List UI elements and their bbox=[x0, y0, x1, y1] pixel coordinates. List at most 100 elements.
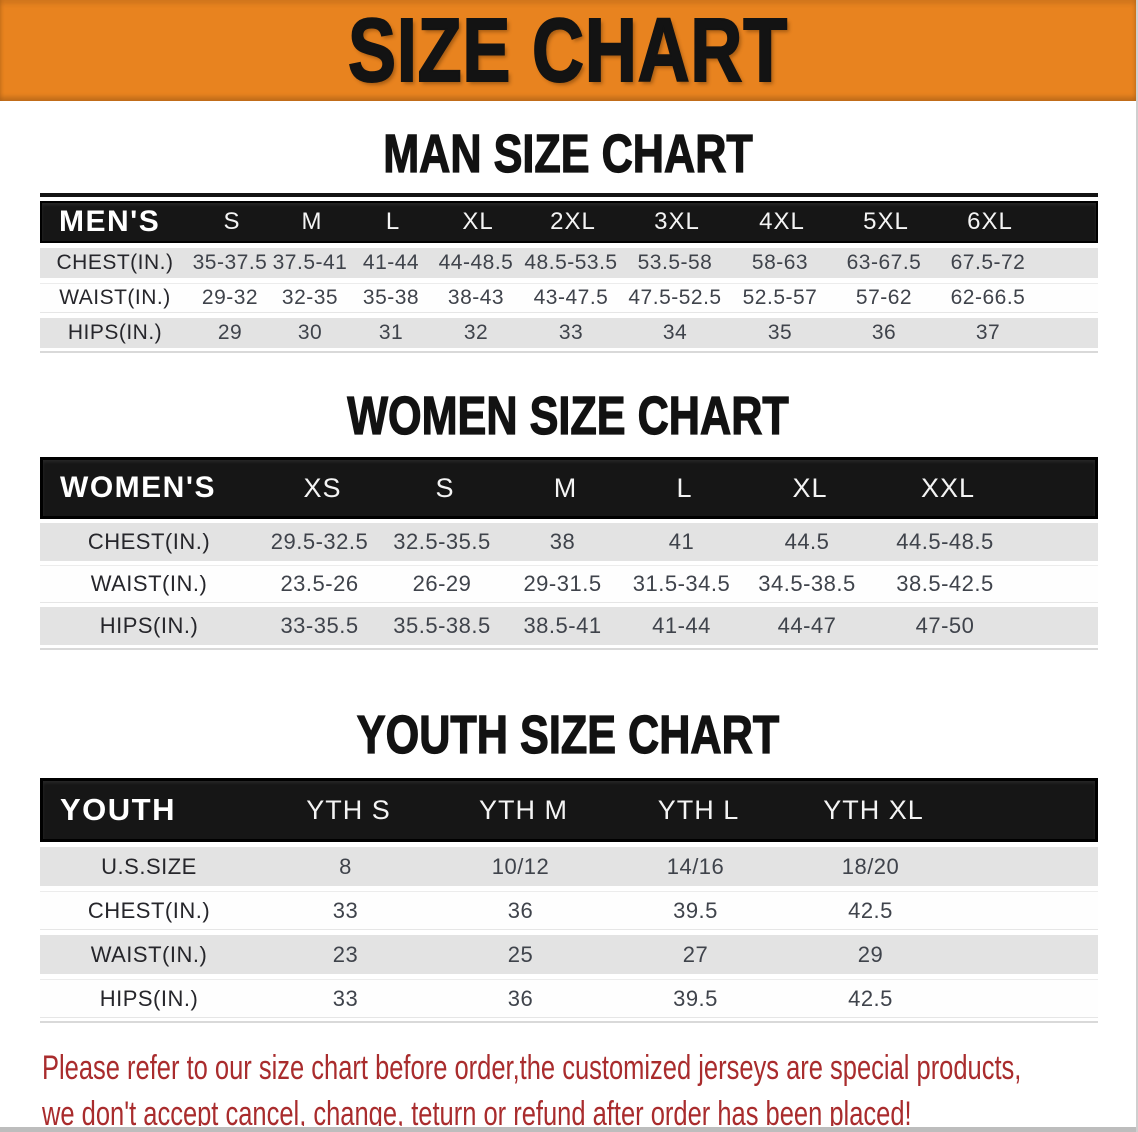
youth-size-chart-section: YOUTH SIZE CHART YOUTH YTH S YTH M YTH L YTH… bbox=[0, 704, 1136, 1024]
cell-value: 67.5-72 bbox=[950, 251, 1026, 275]
cell-value: 62-66.5 bbox=[950, 286, 1026, 310]
men-size-col-2xl: 2XL bbox=[550, 208, 596, 236]
cell-value: 43-47.5 bbox=[533, 286, 609, 310]
cell-value: 29-31.5 bbox=[523, 571, 602, 597]
youth-size-col-yth-s: YTH S bbox=[306, 794, 391, 825]
men-row-chestin: CHEST(IN.) 35-37.5 37.5-41 41-44 44-48.5 48.5… bbox=[40, 248, 1098, 279]
row-label: HIPS(IN.) bbox=[99, 613, 199, 639]
men-chart-title-text: MAN SIZE CHART bbox=[383, 123, 754, 184]
cell-value: 39.5 bbox=[673, 897, 718, 923]
banner-title: SIZE CHART bbox=[347, 0, 788, 101]
cell-value: 38-43 bbox=[447, 286, 505, 310]
cell-value: 37 bbox=[975, 321, 1001, 345]
row-label: HIPS(IN.) bbox=[67, 321, 163, 345]
cell-value: 25 bbox=[507, 941, 534, 967]
youth-size-col-yth-m: YTH M bbox=[479, 794, 568, 825]
men-chart-title: MAN SIZE CHART bbox=[0, 123, 1136, 185]
cell-value: 38 bbox=[549, 529, 576, 555]
cell-value: 37.5-41 bbox=[272, 251, 348, 275]
cell-value: 29.5-32.5 bbox=[270, 529, 369, 555]
cell-value: 47.5-52.5 bbox=[628, 286, 722, 310]
cell-value: 23 bbox=[332, 941, 359, 967]
women-size-col-m: M bbox=[553, 472, 578, 503]
men-size-col-s: S bbox=[223, 208, 241, 236]
cell-value: 44-47 bbox=[777, 613, 837, 639]
cell-value: 52.5-57 bbox=[742, 286, 818, 310]
cell-value: 36 bbox=[507, 985, 534, 1011]
row-label: HIPS(IN.) bbox=[99, 985, 199, 1011]
cell-value: 39.5 bbox=[673, 985, 718, 1011]
cell-value: 10/12 bbox=[491, 853, 550, 879]
women-chart-title-text: WOMEN SIZE CHART bbox=[347, 385, 790, 447]
cell-value: 34 bbox=[662, 321, 688, 345]
women-size-col-xs: XS bbox=[303, 472, 342, 503]
men-table-header: MEN'S S M L XL 2XL 3XL 4XL 5XL 6XL bbox=[40, 201, 1098, 244]
youth-row-waistin: WAIST(IN.) 23 25 27 29 bbox=[40, 935, 1098, 975]
men-table-bottom-hairline bbox=[40, 351, 1098, 354]
cell-value: 38.5-41 bbox=[523, 613, 602, 639]
cell-value: 33 bbox=[332, 897, 359, 923]
cell-value: 23.5-26 bbox=[280, 571, 359, 597]
cell-value: 32 bbox=[463, 321, 489, 345]
cell-value: 33-35.5 bbox=[280, 613, 359, 639]
youth-row-ussize: U.S.SIZE 8 10/12 14/16 18/20 bbox=[40, 847, 1098, 887]
cell-value: 35-37.5 bbox=[192, 251, 268, 275]
men-size-col-xl: XL bbox=[462, 208, 494, 236]
men-size-chart-section: MAN SIZE CHART MEN'S S M L XL 2XL 3XL 4XL 5XL 6XL… bbox=[0, 123, 1136, 354]
cell-value: 44-48.5 bbox=[438, 251, 514, 275]
cell-value: 8 bbox=[339, 853, 352, 879]
women-table-header: WOMEN'S XS S M L XL XXL bbox=[40, 457, 1098, 520]
women-size-col-xxl: XXL bbox=[920, 472, 976, 503]
men-size-col-3xl: 3XL bbox=[654, 208, 700, 236]
cell-value: 33 bbox=[558, 321, 584, 345]
women-size-table: WOMEN'S XS S M L XL XXL CHEST(IN.) 29.5-32.5 32.5… bbox=[40, 457, 1098, 651]
charts-container: MAN SIZE CHART MEN'S S M L XL 2XL 3XL 4XL 5XL 6XL… bbox=[0, 123, 1136, 1024]
men-size-col-m: M bbox=[301, 208, 323, 236]
men-size-col-6xl: 6XL bbox=[967, 208, 1013, 236]
notice-line-1: Please refer to our size chart before or… bbox=[42, 1049, 1022, 1088]
bottom-edge-strip bbox=[0, 1126, 1136, 1132]
cell-value: 29 bbox=[217, 321, 243, 345]
cell-value: 31 bbox=[378, 321, 404, 345]
cell-value: 36 bbox=[871, 321, 897, 345]
youth-size-table: YOUTH YTH S YTH M YTH L YTH XL U.S.SIZE 8 10/12… bbox=[40, 778, 1098, 1024]
cell-value: 63-67.5 bbox=[846, 251, 922, 275]
row-label: U.S.SIZE bbox=[101, 853, 197, 879]
cell-value: 35 bbox=[767, 321, 793, 345]
men-group-label: MEN'S bbox=[59, 205, 161, 239]
youth-chart-title-text: YOUTH SIZE CHART bbox=[356, 705, 780, 766]
youth-size-col-yth-l: YTH L bbox=[657, 794, 740, 825]
youth-row-chestin: CHEST(IN.) 33 36 39.5 42.5 bbox=[40, 891, 1098, 931]
cell-value: 36 bbox=[507, 897, 534, 923]
women-size-col-l: L bbox=[676, 472, 693, 503]
cell-value: 32-35 bbox=[281, 286, 339, 310]
cell-value: 35-38 bbox=[362, 286, 420, 310]
cell-value: 34.5-38.5 bbox=[758, 571, 856, 597]
banner: SIZE CHART bbox=[0, 0, 1136, 101]
women-size-col-xl: XL bbox=[792, 472, 828, 503]
cell-value: 29-32 bbox=[201, 286, 259, 310]
cell-value: 57-62 bbox=[855, 286, 913, 310]
cell-value: 53.5-58 bbox=[637, 251, 713, 275]
men-row-waistin: WAIST(IN.) 29-32 32-35 35-38 38-43 43-47.5 47.… bbox=[40, 283, 1098, 314]
row-label: WAIST(IN.) bbox=[59, 286, 171, 310]
women-chart-title: WOMEN SIZE CHART bbox=[0, 385, 1136, 447]
youth-group-label: YOUTH bbox=[60, 792, 176, 828]
men-row-hipsin: HIPS(IN.) 29 30 31 32 33 34 35 36 37 bbox=[40, 318, 1098, 349]
women-row-waistin: WAIST(IN.) 23.5-26 26-29 29-31.5 31.5-34.5 34… bbox=[40, 565, 1098, 604]
cell-value: 48.5-53.5 bbox=[524, 251, 618, 275]
youth-chart-title: YOUTH SIZE CHART bbox=[0, 704, 1136, 766]
cell-value: 47-50 bbox=[915, 613, 975, 639]
cell-value: 41-44 bbox=[652, 613, 711, 639]
youth-table-header: YOUTH YTH S YTH M YTH L YTH XL bbox=[40, 778, 1098, 843]
cell-value: 42.5 bbox=[848, 897, 893, 923]
cell-value: 41-44 bbox=[362, 251, 420, 275]
women-table-bottom-hairline bbox=[40, 648, 1098, 651]
youth-row-hipsin: HIPS(IN.) 33 36 39.5 42.5 bbox=[40, 979, 1098, 1019]
cell-value: 33 bbox=[332, 985, 359, 1011]
cell-value: 42.5 bbox=[848, 985, 893, 1011]
cell-value: 44.5 bbox=[784, 529, 830, 555]
men-size-col-4xl: 4XL bbox=[759, 208, 805, 236]
cell-value: 14/16 bbox=[666, 853, 725, 879]
